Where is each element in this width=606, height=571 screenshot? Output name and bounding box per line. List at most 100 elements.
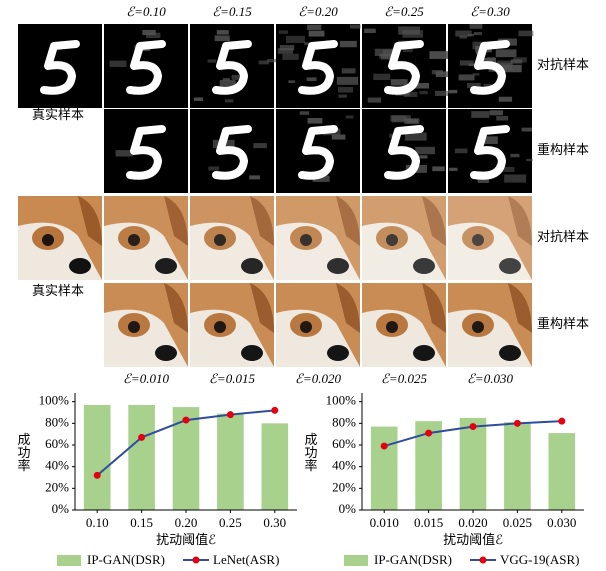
noise (470, 24, 483, 29)
noise-tint (104, 196, 188, 280)
noise (429, 51, 450, 59)
noise (449, 168, 458, 171)
dog-image (104, 196, 188, 280)
legend-label: LeNet(ASR) (213, 552, 279, 567)
noise (337, 77, 358, 85)
noise (220, 80, 236, 86)
y-tick-label: 80% (45, 414, 69, 429)
noise (340, 41, 357, 47)
noise (259, 61, 269, 65)
eps-label: ℰ=0.020 (295, 371, 341, 386)
row-label: 对抗样本 (537, 57, 589, 72)
noise (338, 87, 353, 93)
dog-image (104, 283, 188, 367)
legend-label: IP-GAN(DSR) (374, 552, 452, 567)
noise (459, 36, 467, 39)
marker (558, 418, 565, 425)
noise (279, 30, 288, 33)
noise-tint (276, 196, 360, 280)
y-tick-label: 80% (332, 414, 356, 429)
noise (346, 116, 354, 119)
noise (282, 54, 298, 60)
bar (548, 433, 575, 510)
dog-image (448, 196, 532, 280)
noise-tint (276, 283, 360, 367)
noise (217, 30, 229, 35)
mnist-image (18, 24, 102, 108)
dog-image (190, 196, 274, 280)
noise (474, 32, 482, 35)
figure: 真实样本ℰ=0.10ℰ=0.15ℰ=0.20ℰ=0.25ℰ=0.30对抗样本重构… (0, 0, 606, 571)
noise (307, 77, 317, 81)
noise (350, 25, 361, 29)
y-axis-label: 成功率 (303, 433, 318, 472)
dog-image (190, 283, 274, 367)
noise (142, 30, 155, 35)
legend-swatch (344, 555, 368, 566)
y-tick-label: 20% (45, 479, 69, 494)
dog-image (362, 283, 446, 367)
marker (514, 420, 521, 427)
x-tick-label: 0.020 (458, 515, 487, 530)
mnist-image (190, 109, 274, 193)
x-axis-label: 扰动阈值ℰ (156, 532, 216, 547)
noise (215, 35, 230, 41)
mnist-image (362, 24, 451, 108)
noise (390, 115, 406, 121)
noise-tint (104, 283, 188, 367)
dog-image (18, 196, 102, 280)
noise-tint (190, 283, 274, 367)
noise (490, 110, 503, 115)
mnist-image (448, 24, 533, 108)
noise (448, 90, 457, 93)
row-label: 重构样本 (537, 142, 589, 157)
x-tick-label: 0.025 (503, 515, 532, 530)
eps-label: ℰ=0.025 (381, 371, 427, 386)
y-tick-label: 40% (332, 458, 356, 473)
noise (432, 70, 443, 74)
row-label: 对抗样本 (537, 229, 589, 244)
eye (42, 234, 54, 246)
real-label: 真实样本 (32, 283, 84, 298)
eps-label: ℰ=0.25 (384, 4, 424, 19)
eps-label: ℰ=0.015 (209, 371, 255, 386)
noise (518, 31, 533, 37)
legend-label: IP-GAN(DSR) (87, 552, 165, 567)
eps-label: ℰ=0.030 (467, 371, 513, 386)
marker (271, 407, 278, 414)
marker (425, 430, 432, 437)
x-tick-label: 0.15 (130, 515, 153, 530)
row-label: 重构样本 (537, 316, 589, 331)
x-tick-label: 0.25 (219, 515, 242, 530)
noise (223, 78, 230, 81)
x-tick-label: 0.030 (547, 515, 576, 530)
x-axis-label: 扰动阈值ℰ (443, 532, 503, 547)
legend-marker (193, 557, 200, 564)
noise (510, 154, 519, 157)
bar (261, 423, 288, 510)
y-tick-label: 0% (339, 501, 357, 516)
x-tick-label: 0.015 (414, 515, 443, 530)
noise (504, 174, 526, 182)
noise (496, 116, 508, 120)
eps-label: ℰ=0.15 (212, 4, 252, 19)
bar (504, 422, 531, 510)
noise (309, 31, 325, 37)
real-label: 真实样本 (32, 107, 84, 122)
noise (496, 49, 517, 57)
noise (342, 68, 356, 73)
noise (110, 61, 127, 67)
dog-image (276, 283, 360, 367)
noise-tint (362, 283, 446, 367)
mnist-image (190, 24, 276, 108)
noise (419, 91, 427, 94)
noise (338, 95, 346, 98)
noise (364, 29, 376, 33)
eps-label: ℰ=0.20 (298, 4, 338, 19)
eps-label: ℰ=0.010 (123, 371, 169, 386)
marker (94, 472, 101, 479)
mnist-image (362, 109, 446, 193)
eps-label: ℰ=0.10 (126, 4, 166, 19)
noise (373, 74, 390, 80)
legend-swatch (57, 555, 81, 566)
